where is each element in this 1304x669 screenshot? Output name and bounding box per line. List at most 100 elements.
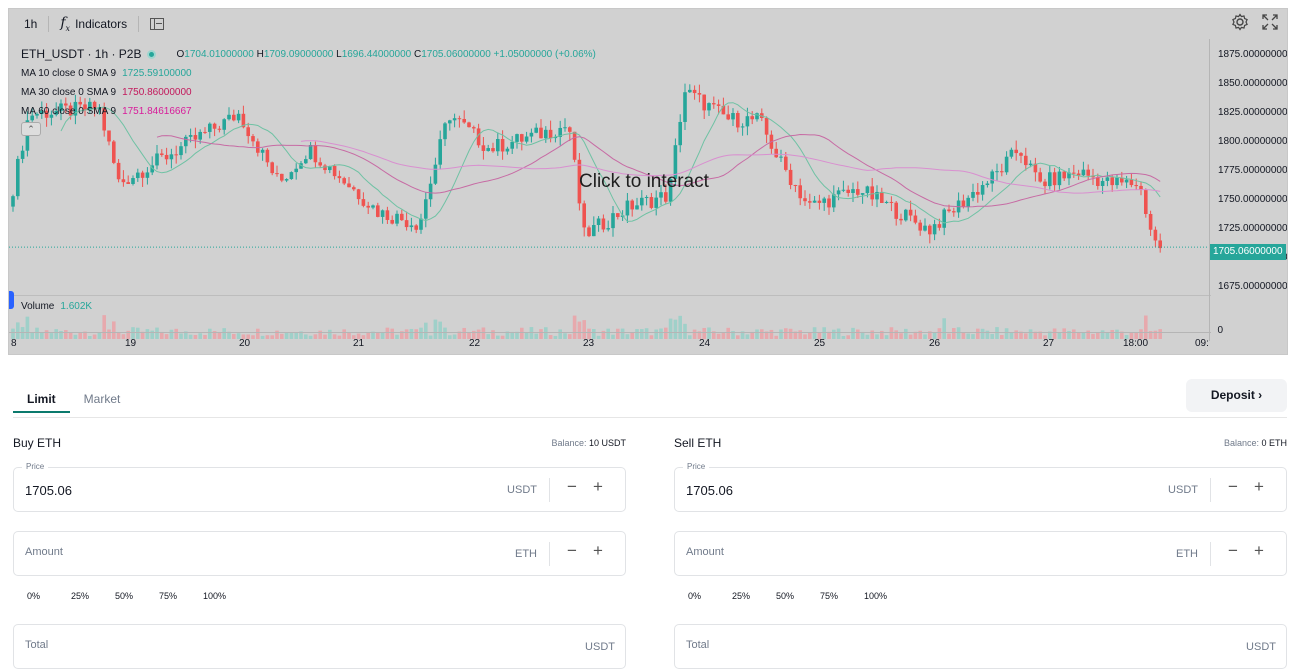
volume-bar [688,335,692,339]
buy-amount-minus-button[interactable]: − [567,541,577,560]
volume-bar [318,330,322,339]
sell-pct-50[interactable]: 50% [776,591,795,601]
candle-body [1048,172,1052,187]
sell-price-plus-button[interactable]: + [1254,477,1264,496]
volume-bar [769,329,774,339]
order-type-tabs: Limit Market [13,380,1287,418]
sell-total-field[interactable]: Total USDT [674,624,1287,669]
candle-body [251,136,255,142]
sell-price-minus-button[interactable]: − [1228,477,1238,496]
volume-bar [668,318,673,339]
sell-price-field[interactable]: Price 1705.06 USDT − + [674,462,1287,512]
candle-body [188,135,193,137]
layout-button[interactable] [143,12,171,36]
volume-bar [587,328,591,339]
candle-body [524,136,529,142]
interval-label: 1h [24,17,38,31]
volume-bar [558,329,562,339]
time-tick: 27 [1043,338,1055,349]
candle-body [875,191,879,200]
candle-body [1057,171,1062,186]
volume-bar [827,331,831,339]
volume-bar [640,329,644,339]
sell-pct-75[interactable]: 75% [820,591,839,601]
volume-bar [486,334,490,339]
candle-body [1067,172,1071,179]
volume-bar [1038,331,1042,339]
candle-body [227,114,231,120]
volume-bar [721,333,726,339]
gear-icon[interactable] [1231,13,1249,31]
candle-body [400,213,404,221]
volume-bar [1110,329,1114,339]
volume-bar [937,328,942,339]
sell-amount-minus-button[interactable]: − [1228,541,1238,560]
buy-pct-100[interactable]: 100% [203,591,227,601]
candle-body [1144,189,1148,214]
candle-body [102,107,106,131]
buy-amount-plus-button[interactable]: + [593,541,603,560]
candle-body [265,149,270,163]
chart-toolbar: 1h fx Indicators [9,9,1287,39]
candle-body [856,189,860,195]
volume-bar [433,319,438,339]
buy-price-plus-button[interactable]: + [593,477,603,496]
candle-body [193,135,198,140]
candle-body [376,205,380,217]
side-panel-toggle[interactable] [9,291,14,309]
candle-body [851,189,855,193]
sell-pct-0[interactable]: 0% [688,591,702,601]
candle-body [918,222,922,231]
sell-amount-plus-button[interactable]: + [1254,541,1264,560]
buy-price-input[interactable]: 1705.06 [25,483,72,498]
buy-pct-75[interactable]: 75% [159,591,178,601]
volume-bar [563,333,567,339]
buy-amount-input[interactable]: Amount [25,546,63,558]
volume-bar [289,333,294,339]
buy-price-minus-button[interactable]: − [567,477,577,496]
candle-body [1100,180,1105,186]
volume-bar [601,330,606,339]
buy-pct-50[interactable]: 50% [115,591,134,601]
indicators-button[interactable]: fx Indicators [53,12,134,36]
sell-total-input[interactable]: Total [686,639,710,651]
sell-pct-25[interactable]: 25% [732,591,751,601]
sell-pct-100[interactable]: 100% [864,591,888,601]
interval-button[interactable]: 1h [17,12,44,36]
candle-body [884,201,889,203]
sell-price-input[interactable]: 1705.06 [686,483,733,498]
volume-bar [188,334,193,339]
legend-collapse-button[interactable]: ⌃ [21,122,41,136]
buy-total-field[interactable]: Total USDT [13,624,626,669]
volume-bar [390,328,394,339]
volume-bar [150,330,154,339]
buy-amount-field[interactable]: Amount ETH − + [13,531,626,576]
chart-widget[interactable]: 1h fx Indicators ETH_USDT · 1h · P2B O17… [8,8,1288,355]
expand-icon[interactable] [1261,13,1279,31]
tab-market[interactable]: Market [83,392,121,406]
click-to-interact-overlay[interactable]: Click to interact [579,171,709,192]
volume-bar [568,334,572,339]
buy-total-input[interactable]: Total [25,639,49,651]
volume-bar [419,327,423,339]
time-axis[interactable]: 8 19 20 21 22 23 24 25 26 27 18:00 09: [9,332,1211,354]
volume-bar [59,330,63,339]
price-axis[interactable]: 1875.00000000 1850.00000000 1825.00000000 1… [1209,39,1287,341]
candle-body [947,209,951,212]
sell-amount-input[interactable]: Amount [686,546,724,558]
volume-bar [1014,330,1018,339]
volume-bar [121,334,126,339]
buy-pct-0[interactable]: 0% [27,591,41,601]
candle-body [913,215,918,223]
buy-price-field[interactable]: Price 1705.06 USDT − + [13,462,626,512]
volume-bar [304,334,308,339]
tab-limit[interactable]: Limit [13,380,70,413]
pane-separator[interactable] [9,295,1211,296]
candle-body [1028,163,1033,166]
sell-amount-field[interactable]: Amount ETH − + [674,531,1287,576]
buy-pct-25[interactable]: 25% [71,591,90,601]
volume-bar [908,334,913,339]
volume-bar [496,335,500,339]
volume-bar [961,332,966,339]
deposit-button[interactable]: Deposit › [1186,379,1287,412]
